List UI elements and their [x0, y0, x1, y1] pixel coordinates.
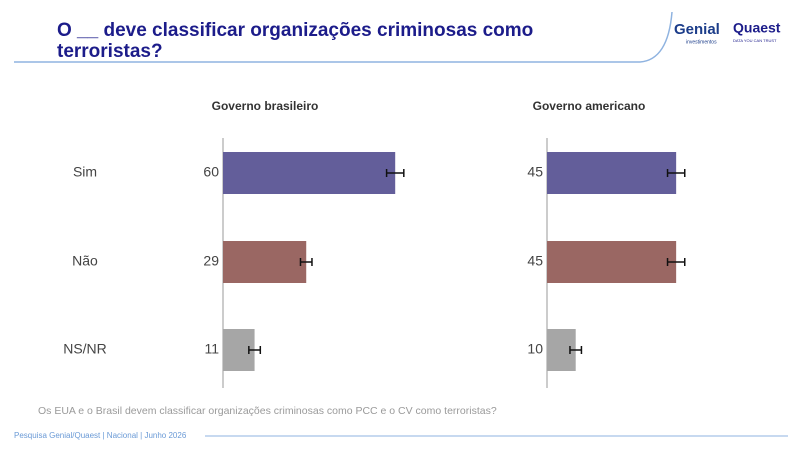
footnote: Os EUA e o Brasil devem classificar orga… — [38, 405, 497, 417]
category-label: Sim — [73, 164, 97, 180]
category-label: Não — [72, 253, 98, 269]
category-label: NS/NR — [63, 341, 107, 357]
logo-quaest-sub: DATA YOU CAN TRUST — [733, 38, 777, 43]
value-label: 45 — [527, 164, 543, 180]
title: O __ deve classificar organizações crimi… — [57, 20, 533, 41]
bar — [547, 152, 677, 194]
source: Pesquisa Genial/Quaest | Nacional | Junh… — [14, 431, 187, 440]
logo-genial: Genial — [674, 21, 720, 38]
error-bar — [299, 258, 313, 266]
title: terroristas? — [57, 41, 163, 62]
panel-title: Governo americano — [533, 99, 646, 113]
bar — [223, 152, 396, 194]
title-curve — [14, 11, 673, 63]
error-bar — [666, 258, 686, 266]
logo-quaest: Quaest — [733, 20, 781, 36]
logo-genial-sub: investimentos — [686, 39, 717, 45]
value-label: 10 — [527, 341, 543, 357]
error-bar — [666, 169, 686, 177]
error-bar — [385, 169, 405, 177]
bar — [223, 241, 307, 283]
value-label: 45 — [527, 253, 543, 269]
error-bar — [248, 346, 262, 354]
bar — [547, 241, 677, 283]
panel-title: Governo brasileiro — [212, 99, 319, 113]
value-label: 29 — [203, 253, 219, 269]
error-bar — [569, 346, 583, 354]
value-label: 11 — [204, 341, 219, 357]
value-label: 60 — [203, 164, 219, 180]
